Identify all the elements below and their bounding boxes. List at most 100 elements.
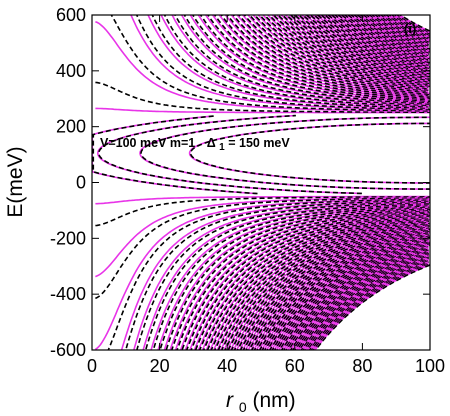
inner-arc-dashed	[97, 114, 362, 195]
dashed-curve	[306, 260, 429, 350]
annotation-delta-sub: 1	[219, 142, 225, 153]
y-axis-label: E(meV)	[4, 146, 27, 217]
dashed-curve	[314, 264, 430, 350]
y-tick-label: 0	[76, 173, 86, 193]
dashed-curve	[227, 222, 430, 350]
dashed-curve	[310, 262, 429, 350]
dashed-curve	[276, 243, 430, 350]
dashed-curve	[245, 229, 429, 350]
dashed-curve	[353, 15, 430, 54]
x-axis-label: r 0 (nm)	[226, 389, 296, 416]
dashed-curve	[340, 15, 430, 60]
x-axis-label-sub: 0	[239, 399, 247, 415]
solid-curve	[160, 15, 429, 108]
dashed-curve	[239, 227, 430, 350]
dashed-curve	[296, 254, 430, 350]
dashed-curve	[302, 257, 430, 350]
solid-curve	[197, 213, 430, 350]
dashed-curve	[385, 15, 430, 39]
y-tick-label: 400	[56, 61, 86, 81]
dashed-curve	[294, 253, 430, 350]
dashed-curve	[174, 15, 430, 107]
dashed-curve	[110, 15, 430, 112]
dashed-curve	[210, 217, 429, 350]
dashed-curve	[312, 263, 429, 350]
dashed-curve	[198, 213, 430, 350]
y-tick-label: 600	[56, 5, 86, 25]
dashed-curve	[305, 15, 429, 73]
dashed-curve	[213, 218, 429, 350]
annotation-delta: Δ	[207, 136, 216, 150]
dashed-curve	[190, 211, 430, 350]
dashed-curve	[320, 15, 430, 68]
x-tick-label: 100	[415, 356, 445, 376]
dashed-curve	[333, 15, 429, 62]
dashed-curve	[165, 205, 430, 350]
dashed-curve	[309, 15, 430, 72]
dashed-curve	[226, 15, 429, 97]
dashed-curve	[376, 15, 430, 43]
dashed-curve	[277, 15, 429, 83]
dashed-curve	[230, 224, 429, 350]
dashed-curve	[365, 15, 429, 48]
x-tick-label: 80	[352, 356, 372, 376]
dashed-curve	[285, 15, 430, 80]
dashed-curve	[206, 15, 429, 101]
dashed-curve	[388, 15, 430, 38]
dashed-curve	[343, 15, 430, 58]
dashed-curve	[183, 15, 430, 105]
dashed-curve	[258, 15, 429, 89]
annotation-right: = 150 meV	[228, 136, 290, 150]
dashed-curve	[281, 15, 430, 82]
dashed-curve	[304, 258, 429, 350]
dashed-curve	[350, 15, 430, 55]
solid-curve	[271, 15, 430, 85]
dashed-curve	[191, 15, 430, 104]
solid-curve	[95, 20, 430, 113]
dashed-curve	[263, 15, 430, 87]
dashed-curve	[264, 238, 429, 350]
dashed-curve	[390, 15, 430, 36]
dashed-curve	[256, 234, 430, 350]
solid-curve	[94, 198, 430, 350]
y-tick-label: -600	[50, 340, 86, 360]
dashed-curve	[185, 210, 429, 350]
dashed-curve	[396, 15, 430, 34]
dashed-curve	[278, 244, 430, 350]
x-tick-label: 0	[87, 356, 97, 376]
tick-group: 0 20 40 60 80 100 -600 -400 -200 0 200 400 600	[50, 5, 445, 376]
dashed-curve	[346, 15, 429, 57]
dashed-curve	[248, 230, 430, 350]
dashed-curve	[285, 248, 429, 350]
y-tick-label: 200	[56, 117, 86, 137]
dashed-curve	[163, 15, 429, 108]
dashed-curve	[95, 197, 430, 300]
dashed-curve	[232, 15, 430, 96]
dashed-curve	[374, 15, 430, 44]
dashed-curve	[152, 203, 429, 350]
inner-arc-dashed	[140, 116, 430, 190]
dashed-curve	[379, 15, 430, 42]
dashed-curve	[393, 15, 430, 35]
x-axis-label-main: r	[226, 389, 234, 412]
dashed-curve	[308, 261, 429, 350]
dashed-curve	[176, 207, 429, 350]
dashed-curve	[144, 201, 430, 350]
y-tick-label: -200	[50, 228, 86, 248]
dashed-curve	[213, 15, 430, 100]
dashed-curve	[217, 219, 430, 350]
dashed-curve	[298, 255, 430, 350]
dashed-curve	[312, 15, 429, 71]
dashed-curve	[237, 15, 430, 94]
solid-curve	[226, 222, 430, 350]
dashed-curve	[206, 215, 430, 350]
dashed-curve	[283, 247, 429, 350]
x-tick-label: 20	[150, 356, 170, 376]
x-axis-label-unit: (nm)	[252, 389, 295, 412]
dashed-curve	[280, 246, 429, 350]
dashed-curve	[266, 239, 430, 350]
dashed-curve	[289, 250, 430, 350]
solid-curve	[157, 203, 429, 350]
annotation-left: V=100 meV m=1	[100, 136, 195, 150]
